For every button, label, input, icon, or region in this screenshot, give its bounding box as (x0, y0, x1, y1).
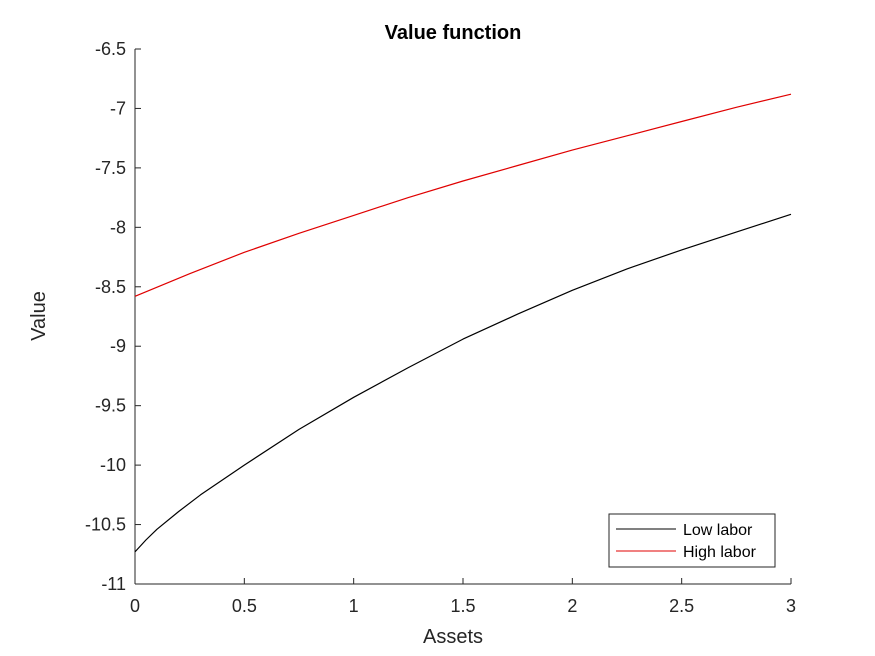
y-tick-label: -8.5 (95, 277, 126, 297)
y-tick-label: -7.5 (95, 158, 126, 178)
x-tick-label: 1.5 (450, 596, 475, 616)
y-tick-label: -10 (100, 455, 126, 475)
y-tick-label: -7 (110, 98, 126, 118)
y-tick-label: -9.5 (95, 396, 126, 416)
legend: Low labor High labor (608, 513, 776, 568)
x-tick-label: 0 (130, 596, 140, 616)
x-tick-label: 2.5 (669, 596, 694, 616)
x-tick-label: 2 (567, 596, 577, 616)
x-axis-ticks: 0 0.5 1 1.5 2 2.5 3 (130, 578, 796, 616)
y-tick-label: -11 (101, 574, 126, 594)
series-lines (134, 93, 792, 553)
x-axis-label: Assets (423, 626, 483, 648)
y-axis-ticks: -6.5 -7 -7.5 -8 -8.5 -9 -9.5 -10 -10.5 -11 (85, 39, 141, 594)
plot-area (135, 49, 791, 584)
x-tick-label: 1 (349, 596, 359, 616)
legend-label-high-labor: High labor (683, 544, 757, 561)
y-tick-label: -6.5 (95, 39, 126, 59)
y-axis-label: Value (28, 291, 50, 341)
legend-label-low-labor: Low labor (683, 522, 753, 539)
series-line-high-labor (134, 93, 792, 297)
legend-box (608, 513, 776, 568)
series-line-low-labor (134, 213, 792, 553)
x-tick-label: 3 (786, 596, 796, 616)
y-tick-label: -9 (110, 336, 126, 356)
chart-title: Value function (385, 22, 522, 44)
y-tick-label: -10.5 (85, 515, 126, 535)
x-tick-label: 0.5 (232, 596, 257, 616)
y-tick-label: -8 (110, 217, 126, 237)
